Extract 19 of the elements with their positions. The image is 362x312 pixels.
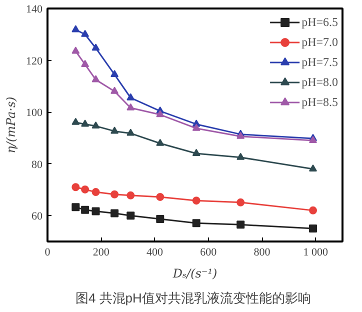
legend-label: pH=8.5 xyxy=(302,94,338,110)
y-tick-label: 120 xyxy=(26,55,43,68)
y-tick-label: 100 xyxy=(26,107,43,120)
legend-label: pH=7.5 xyxy=(302,54,338,70)
legend-label: pH=7.0 xyxy=(302,34,338,50)
legend-label: pH=6.5 xyxy=(302,14,338,30)
x-tick-label: 400 xyxy=(146,246,164,258)
x-axis-title: Dₛ/(s⁻¹) xyxy=(172,266,218,280)
caption: 图4 共混pH值对共混乳液流变性能的影响 xyxy=(75,290,311,306)
y-tick-label: 140 xyxy=(26,4,43,16)
y-tick-label: 80 xyxy=(32,158,43,171)
y-tick-label: 60 xyxy=(32,210,43,223)
x-tick-label: 0 xyxy=(44,246,51,258)
x-tick-label: 800 xyxy=(254,246,271,258)
x-tick-label: 600 xyxy=(200,246,218,258)
y-axis-title: η/(mPa·s) xyxy=(4,96,18,154)
x-tick-label: 200 xyxy=(92,246,110,258)
x-tick-label: 1 000 xyxy=(303,246,329,258)
legend-label: pH=8.0 xyxy=(302,74,338,90)
